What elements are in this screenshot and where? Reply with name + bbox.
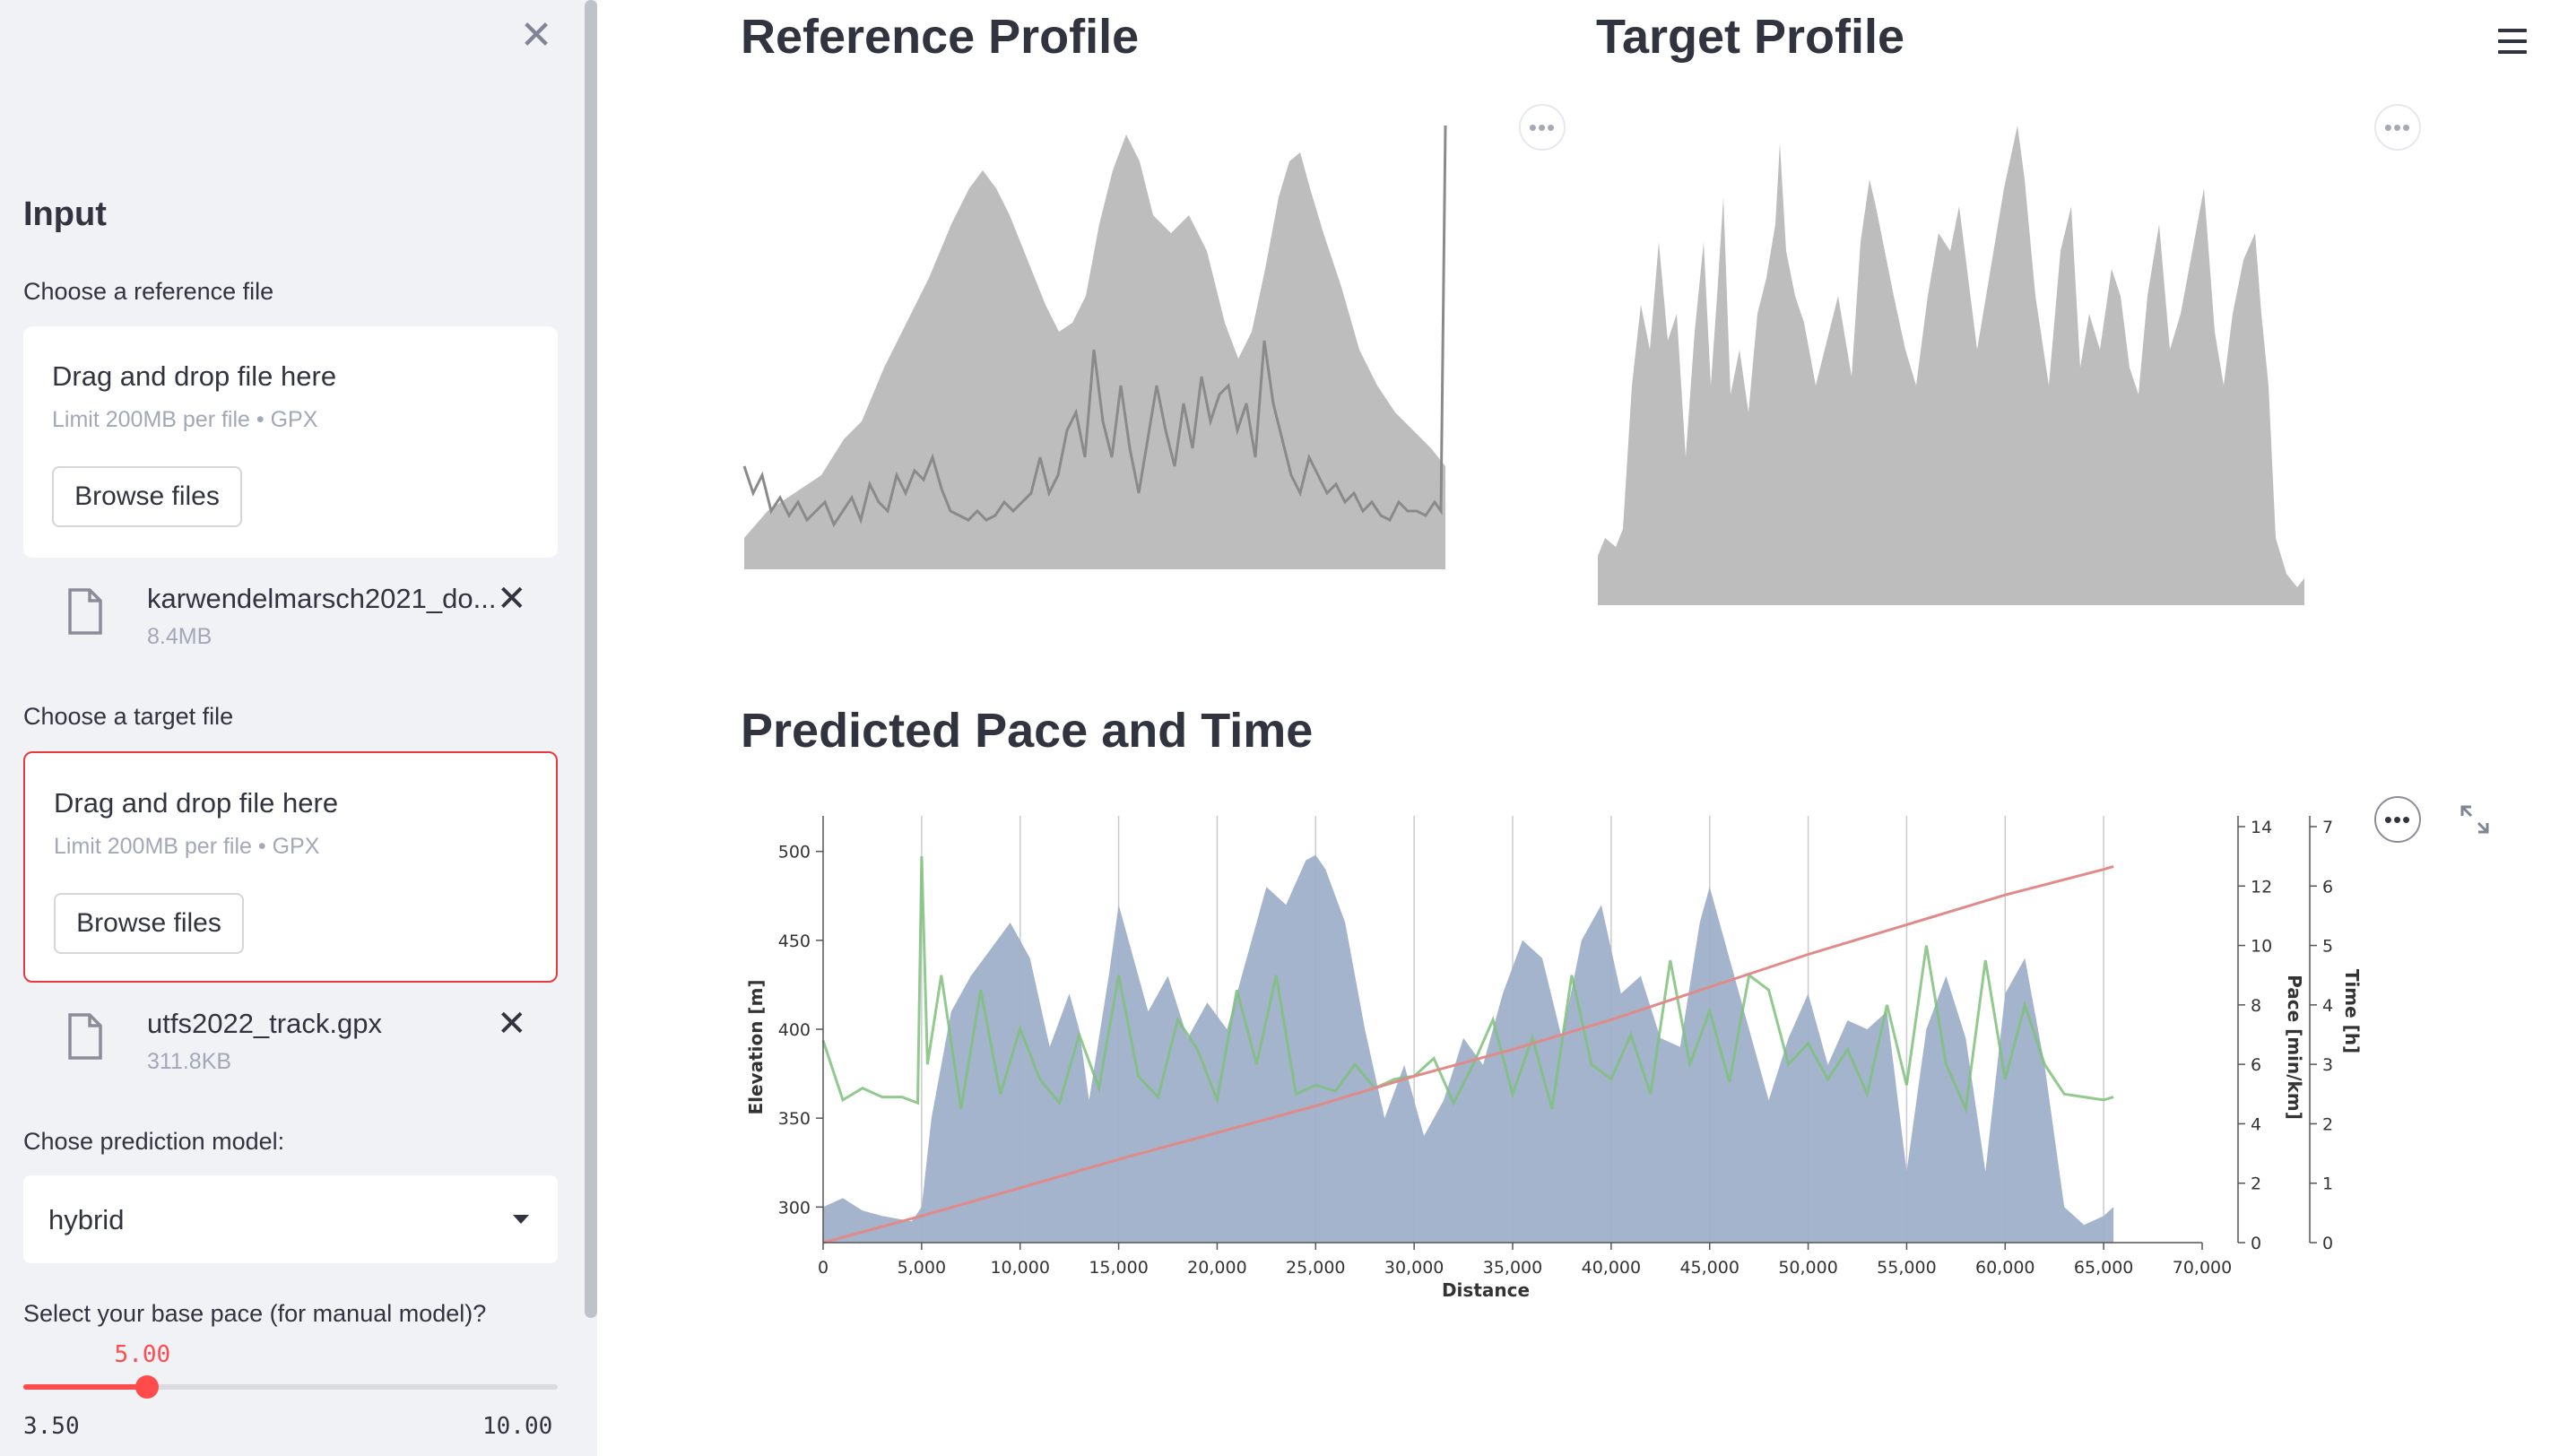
y-axis-title: Elevation [m] — [745, 979, 767, 1114]
reference-file-label: Choose a reference file — [23, 278, 274, 305]
reference-dropzone[interactable]: Drag and drop file here Limit 200MB per … — [23, 326, 558, 558]
elevation-area — [823, 854, 2114, 1243]
x-tick-label: 55,000 — [1877, 1258, 1936, 1278]
sidebar-scrollbar[interactable] — [585, 0, 597, 1318]
remove-file-icon[interactable]: ✕ — [497, 579, 527, 619]
time-axis-title: Time [h] — [2341, 969, 2363, 1053]
time-tick-label: 6 — [2322, 877, 2333, 897]
file-icon — [68, 1013, 102, 1060]
x-tick-label: 65,000 — [2074, 1258, 2133, 1278]
time-series — [822, 864, 2114, 1244]
target-chart-menu-icon[interactable]: ••• — [2374, 104, 2421, 151]
model-label: Chose prediction model: — [23, 1128, 285, 1155]
time-tick-label: 4 — [2322, 996, 2333, 1016]
time-tick-label: 0 — [2322, 1234, 2333, 1253]
dropzone-limit: Limit 200MB per file • GPX — [52, 407, 318, 432]
sidebar-heading: Input — [23, 195, 107, 233]
x-tick-label: 5,000 — [898, 1258, 946, 1278]
hamburger-menu-icon[interactable] — [2498, 29, 2527, 56]
target-browse-button[interactable]: Browse files — [54, 893, 244, 954]
y-tick-label: 450 — [778, 932, 811, 951]
reference-profile-title: Reference Profile — [741, 10, 1140, 64]
target-profile-area — [1598, 126, 2304, 605]
x-tick-label: 60,000 — [1975, 1258, 2034, 1278]
target-file-item: utfs2022_track.gpx 311.8KB ✕ — [23, 1006, 558, 1092]
x-tick-label: 35,000 — [1483, 1258, 1542, 1278]
x-tick-label: 0 — [818, 1258, 829, 1278]
pace-slider-track[interactable] — [23, 1384, 558, 1390]
dropzone-title: Drag and drop file here — [52, 360, 337, 392]
time-tick-label: 3 — [2322, 1055, 2333, 1075]
pace-tick-label: 0 — [2251, 1234, 2261, 1253]
target-profile-title: Target Profile — [1596, 10, 1905, 64]
pace-tick-label: 12 — [2251, 877, 2272, 897]
pace-slider-thumb[interactable] — [134, 1375, 159, 1399]
y-tick-label: 350 — [778, 1109, 811, 1129]
pace-series — [821, 856, 2114, 1114]
dropzone-limit: Limit 200MB per file • GPX — [54, 834, 320, 859]
pace-line — [821, 856, 2114, 1114]
y-tick-label: 400 — [778, 1020, 811, 1040]
reference-pace-line — [742, 125, 1447, 528]
pace-slider-fill — [23, 1384, 147, 1390]
target-dropzone[interactable]: Drag and drop file here Limit 200MB per … — [23, 751, 558, 983]
pace-slider-min: 3.50 — [23, 1413, 80, 1440]
time-tick-label: 1 — [2322, 1174, 2333, 1194]
model-select-value: hybrid — [48, 1204, 125, 1235]
x-axis-title: Distance — [1442, 1279, 1530, 1301]
pace-label: Select your base pace (for manual model)… — [23, 1300, 487, 1327]
reference-browse-button[interactable]: Browse files — [52, 466, 242, 527]
x-tick-label: 25,000 — [1286, 1258, 1345, 1278]
time-tick-label: 7 — [2322, 818, 2333, 837]
chart-axes: 0 5,000 10,000 15,000 20,000 25,000 30,000 35,0… — [778, 816, 2333, 1278]
elevation-series — [823, 854, 2114, 1243]
dropzone-title: Drag and drop file here — [54, 787, 339, 819]
file-icon — [68, 588, 102, 635]
prediction-title: Predicted Pace and Time — [741, 704, 1314, 758]
time-tick-label: 5 — [2322, 937, 2333, 957]
fullscreen-expand-icon[interactable] — [2459, 803, 2491, 836]
target-file-size: 311.8KB — [147, 1049, 232, 1074]
close-icon[interactable]: ✕ — [519, 13, 553, 57]
prediction-chart-menu-icon[interactable]: ••• — [2374, 796, 2421, 843]
pace-tick-label: 2 — [2251, 1174, 2261, 1194]
pace-axis-title: Pace [min/km] — [2284, 975, 2305, 1120]
sidebar: ✕ Input Choose a reference file Drag and… — [0, 0, 597, 1456]
pace-time-chart: 0 5,000 10,000 15,000 20,000 25,000 30,000 35,0… — [745, 816, 2363, 1301]
x-tick-label: 70,000 — [2173, 1258, 2232, 1278]
model-select[interactable]: hybrid — [23, 1175, 558, 1263]
target-file-name: utfs2022_track.gpx — [147, 1008, 382, 1039]
pace-slider-value: 5.00 — [114, 1341, 171, 1368]
pace-tick-label: 4 — [2251, 1114, 2261, 1134]
x-tick-label: 20,000 — [1187, 1258, 1246, 1278]
remove-file-icon[interactable]: ✕ — [497, 1004, 527, 1044]
reference-file-item: karwendelmarsch2021_do... 8.4MB ✕ — [23, 581, 558, 667]
reference-profile-chart — [742, 125, 1447, 569]
reference-file-name: karwendelmarsch2021_do... — [147, 583, 497, 614]
target-profile-chart — [1598, 126, 2304, 605]
y-tick-label: 500 — [778, 843, 811, 862]
x-tick-label: 10,000 — [990, 1258, 1049, 1278]
x-tick-label: 40,000 — [1582, 1258, 1641, 1278]
x-tick-label: 45,000 — [1679, 1258, 1739, 1278]
target-file-label: Choose a target file — [23, 703, 234, 730]
chevron-down-icon — [513, 1215, 529, 1224]
time-line — [822, 864, 2114, 1244]
x-tick-label: 30,000 — [1384, 1258, 1444, 1278]
y-tick-label: 300 — [778, 1198, 811, 1218]
pace-tick-label: 6 — [2251, 1055, 2261, 1075]
time-tick-label: 2 — [2322, 1114, 2333, 1134]
pace-tick-label: 8 — [2251, 996, 2261, 1016]
reference-file-size: 8.4MB — [147, 624, 213, 649]
pace-tick-label: 10 — [2251, 937, 2272, 957]
x-tick-label: 15,000 — [1089, 1258, 1148, 1278]
pace-slider-max: 10.00 — [482, 1413, 553, 1440]
x-tick-label: 50,000 — [1778, 1258, 1837, 1278]
reference-chart-menu-icon[interactable]: ••• — [1519, 104, 1566, 151]
pace-tick-label: 14 — [2251, 818, 2272, 837]
